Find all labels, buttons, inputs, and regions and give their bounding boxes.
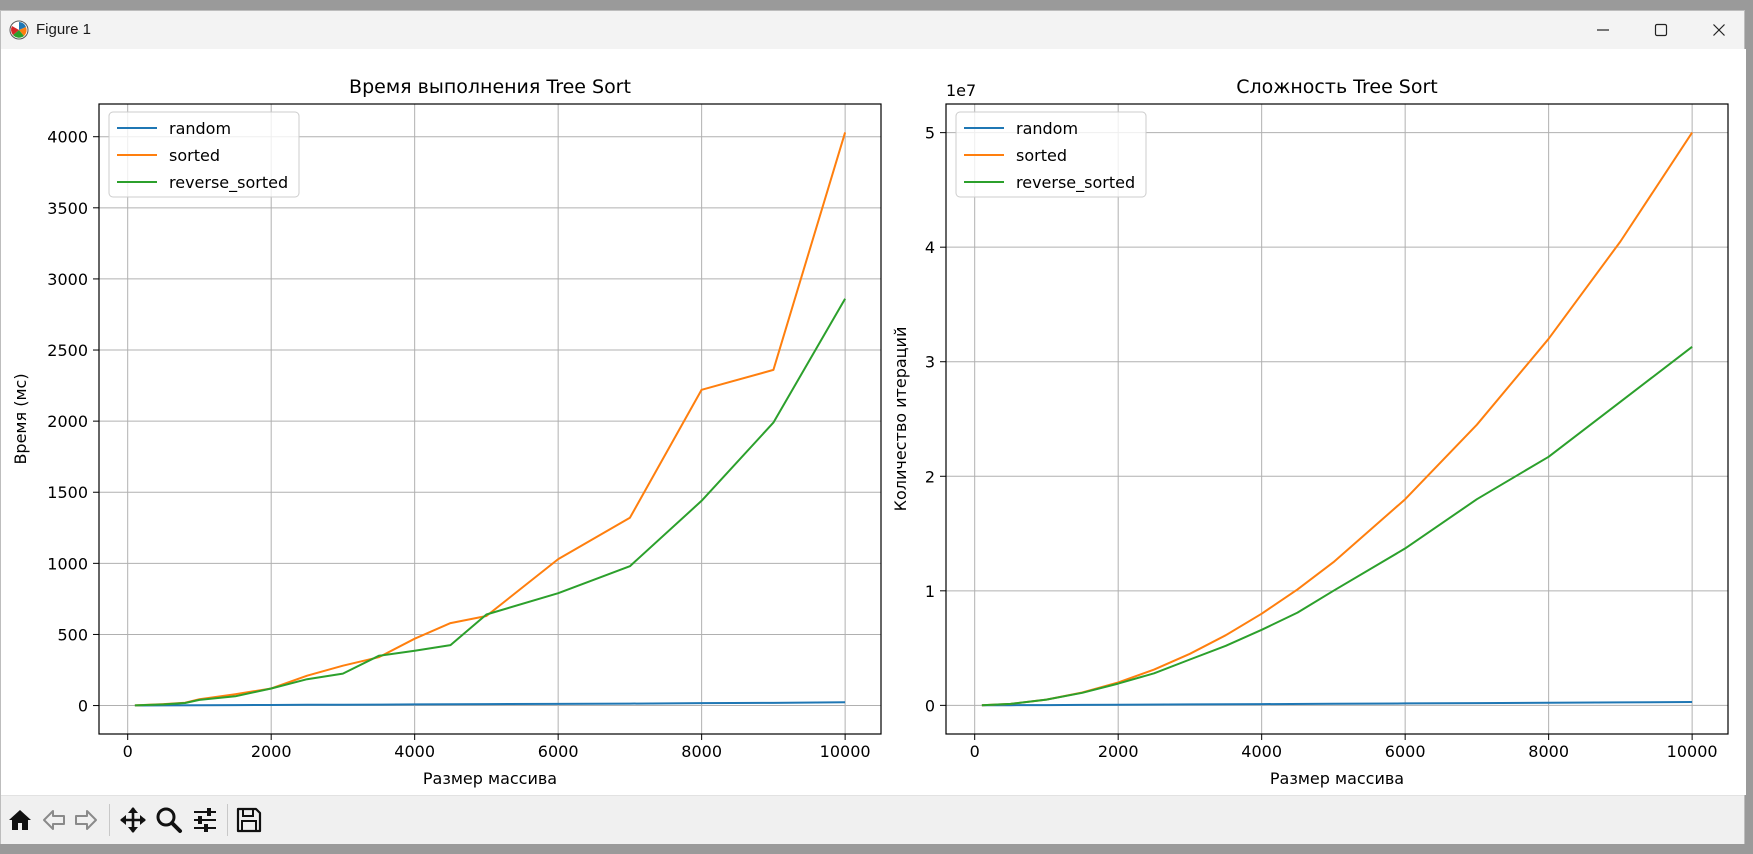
y-tick-label: 2500 <box>47 341 88 360</box>
chart-title: Время выполнения Tree Sort <box>349 76 631 98</box>
y-tick-label: 4 <box>925 238 935 257</box>
legend-label: reverse_sorted <box>169 173 288 193</box>
toolbar-separator <box>109 804 110 836</box>
forward-button[interactable] <box>70 804 102 836</box>
y-tick-label: 1500 <box>47 483 88 502</box>
chart-2: 0 2000 4000 6000 8000 10000 0 1 2 3 4 5 Сложность Tr… <box>891 76 1729 788</box>
plots-svg: 0 2000 4000 6000 8000 10000050010001500200025… <box>11 76 1729 788</box>
close-icon <box>1713 24 1725 36</box>
plot-frame <box>945 103 1729 735</box>
series-line-random <box>981 701 1693 707</box>
legend-label: sorted <box>169 146 220 165</box>
save-icon <box>236 807 262 833</box>
legend-label: random <box>169 119 231 138</box>
chart-title: Сложность Tree Sort <box>1236 76 1438 98</box>
matplotlib-icon <box>9 20 29 40</box>
y-tick-label: 1 <box>925 582 935 601</box>
chart-1: 0 2000 4000 6000 8000 10000 0 500 1000 1500 2000 25… <box>11 76 882 788</box>
navigation-toolbar <box>1 795 1744 844</box>
legend: random sorted reverse_sorted <box>955 111 1147 198</box>
legend-box <box>955 111 1147 198</box>
plot-frame <box>98 103 882 735</box>
y-tick-label: 3 <box>925 353 935 372</box>
y-tick-label: 3000 <box>47 270 88 289</box>
legend: random sorted reverse_sorted <box>108 111 300 198</box>
y-tick-label: 4000 <box>47 128 88 147</box>
x-tick-label: 10000 <box>820 742 871 761</box>
back-arrow-icon <box>43 810 65 830</box>
minimize-button[interactable] <box>1574 11 1632 49</box>
x-tick-label: 8000 <box>681 742 722 761</box>
series-line-sorted <box>134 132 847 707</box>
legend-box <box>108 111 300 198</box>
x-tick-label: 0 <box>970 742 980 761</box>
x-axis-label: Размер массива <box>1270 769 1404 788</box>
maximize-icon <box>1654 23 1668 37</box>
pan-icon <box>120 807 146 833</box>
y-tick-label: 500 <box>57 625 88 644</box>
y-tick-label: 0 <box>78 697 88 716</box>
minimize-icon <box>1597 29 1609 31</box>
figure-window: Figure 1 0 2000 4000 6000 8000 10000 0 500 1000 1… <box>0 10 1746 844</box>
x-tick-label: 6000 <box>538 742 579 761</box>
y-axis-label: Время (мс) <box>11 373 30 464</box>
x-tick-label: 0 <box>123 742 133 761</box>
y-offset-text: 1e7 <box>946 81 976 100</box>
pan-button[interactable] <box>117 804 149 836</box>
configure-subplots-icon <box>194 808 216 832</box>
window-title: Figure 1 <box>36 21 92 38</box>
home-icon <box>9 810 31 830</box>
zoom-icon <box>156 807 182 833</box>
maximize-button[interactable] <box>1632 11 1690 49</box>
x-tick-label: 4000 <box>1241 742 1282 761</box>
x-axis-label: Размер массива <box>423 769 557 788</box>
x-tick-label: 2000 <box>1098 742 1139 761</box>
series-line-reverse-sorted <box>981 346 1693 707</box>
x-tick-label: 4000 <box>394 742 435 761</box>
y-tick-label: 2000 <box>47 412 88 431</box>
x-tick-label: 10000 <box>1667 742 1718 761</box>
home-button[interactable] <box>4 804 36 836</box>
toolbar-separator <box>227 804 228 836</box>
forward-arrow-icon <box>75 810 97 830</box>
series-line-sorted <box>981 132 1693 707</box>
y-axis-label: Количество итераций <box>891 327 910 512</box>
x-tick-label: 8000 <box>1528 742 1569 761</box>
x-tick-label: 2000 <box>251 742 292 761</box>
y-tick-label: 1000 <box>47 554 88 573</box>
back-button[interactable] <box>38 804 70 836</box>
save-button[interactable] <box>233 804 265 836</box>
legend-label: sorted <box>1016 146 1067 165</box>
zoom-button[interactable] <box>153 804 185 836</box>
legend-label: reverse_sorted <box>1016 173 1135 193</box>
series-line-random <box>134 701 846 707</box>
y-tick-label: 0 <box>925 696 935 715</box>
y-tick-label: 5 <box>925 124 935 143</box>
x-tick-label: 6000 <box>1385 742 1426 761</box>
close-button[interactable] <box>1690 11 1748 49</box>
series-line-reverse-sorted <box>134 298 846 707</box>
legend-label: random <box>1016 119 1078 138</box>
y-tick-label: 2 <box>925 467 935 486</box>
configure-subplots-button[interactable] <box>189 804 221 836</box>
title-bar[interactable]: Figure 1 <box>1 11 1744 49</box>
y-tick-label: 3500 <box>47 199 88 218</box>
figure-canvas[interactable]: 0 2000 4000 6000 8000 10000 0 500 1000 1500 2000 25… <box>1 49 1746 795</box>
